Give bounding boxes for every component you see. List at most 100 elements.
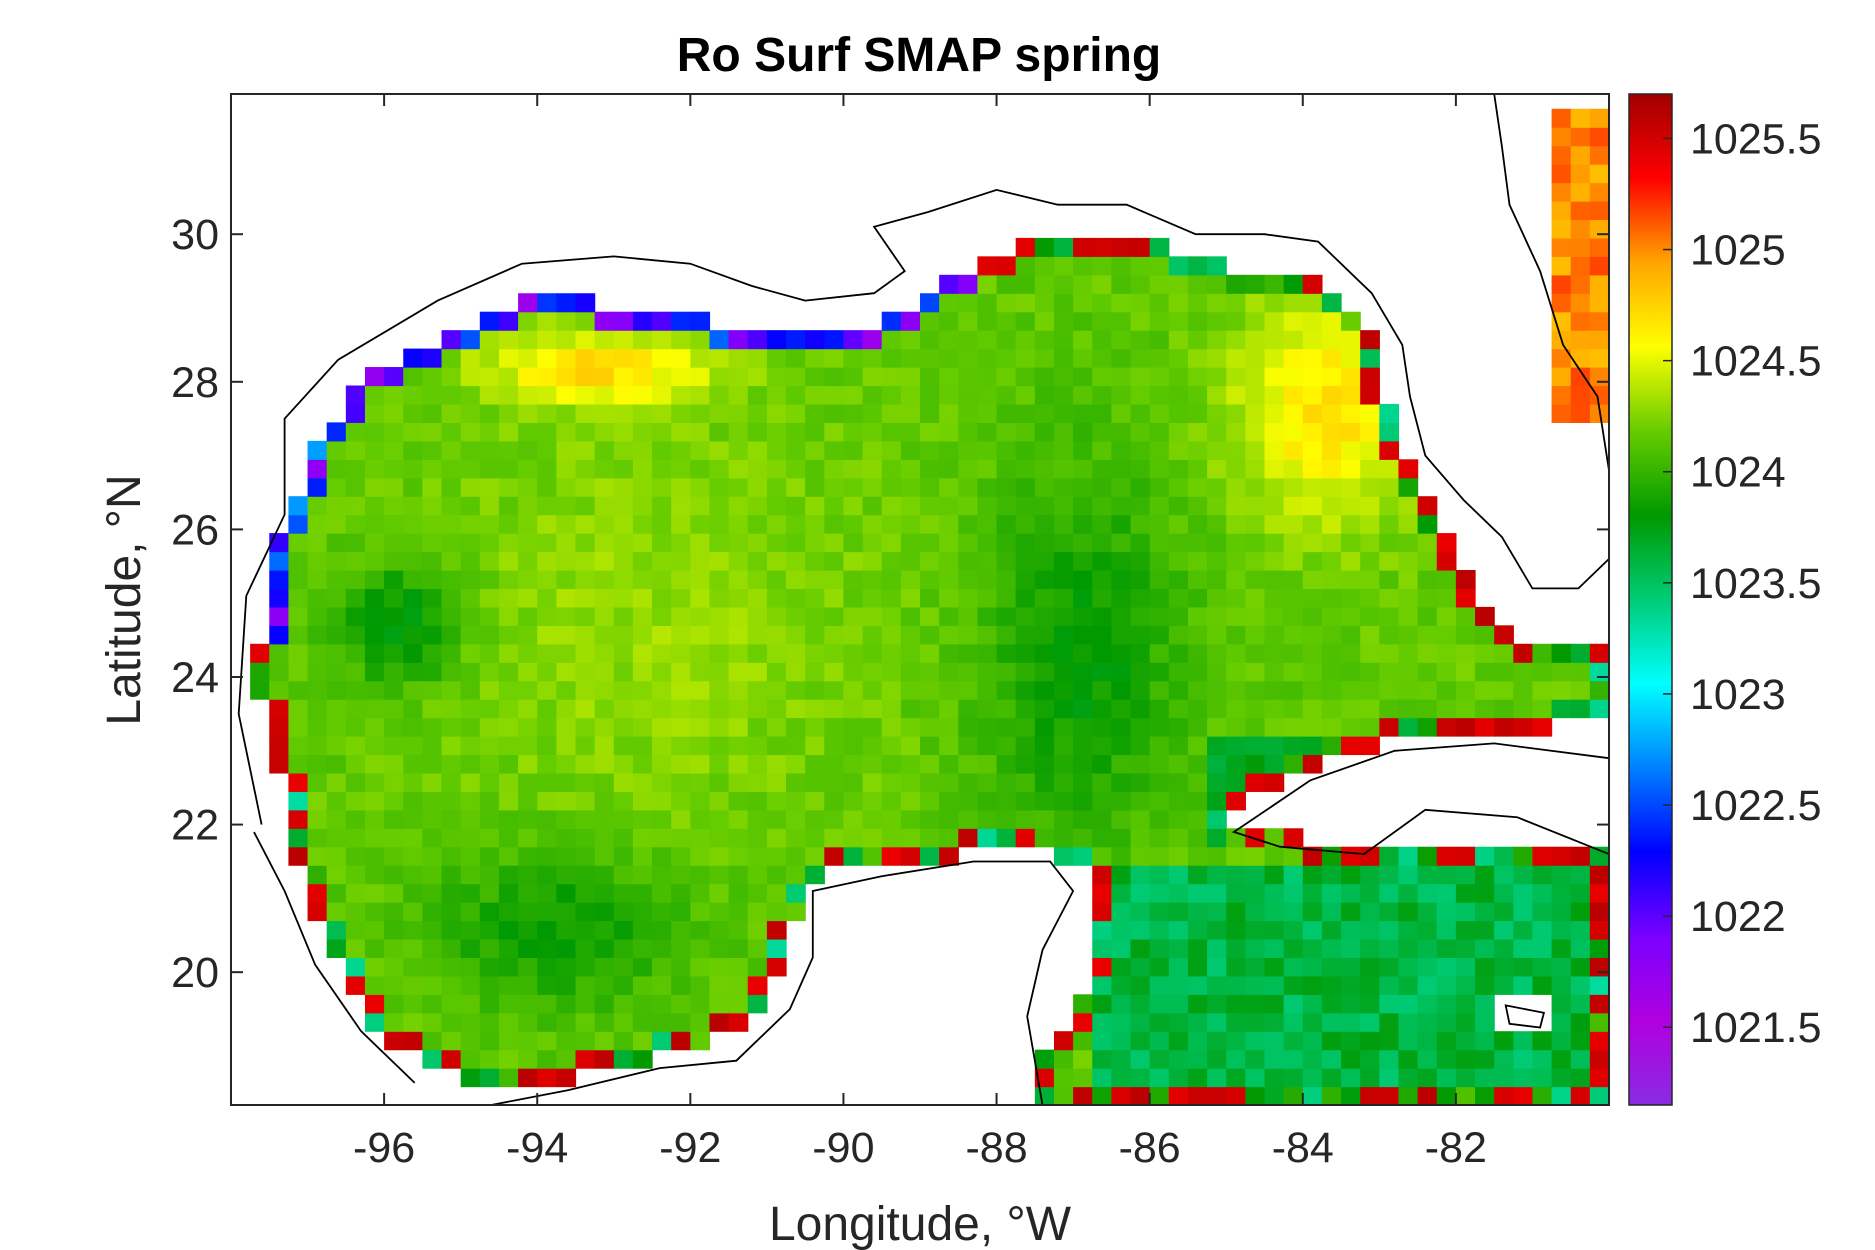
field-cell <box>747 606 768 626</box>
field-cell <box>326 496 347 516</box>
field-cell <box>1053 1068 1074 1088</box>
field-cell <box>843 496 864 516</box>
field-cell <box>862 459 883 479</box>
field-cell <box>384 809 404 829</box>
field-cell <box>613 422 634 442</box>
field-cell <box>1551 662 1572 682</box>
field-cell <box>747 994 768 1014</box>
field-cell <box>1187 809 1208 829</box>
field-cell <box>1073 274 1093 294</box>
field-cell <box>1513 717 1534 737</box>
field-cell <box>479 902 500 922</box>
field-cell <box>364 772 385 792</box>
field-cell <box>345 643 366 663</box>
field-cell <box>977 754 998 774</box>
field-cell <box>977 717 998 737</box>
field-cell <box>1379 902 1400 922</box>
field-cell <box>996 699 1017 719</box>
field-cell <box>1092 348 1112 368</box>
field-cell <box>1168 569 1189 590</box>
field-cell <box>1321 1049 1342 1069</box>
field-cell <box>766 496 787 516</box>
field-cell <box>1302 846 1323 866</box>
field-cell <box>1379 551 1400 571</box>
field-cell <box>1168 274 1189 294</box>
field-cell <box>479 772 500 792</box>
field-cell <box>518 440 538 460</box>
field-cell <box>1283 440 1304 460</box>
field-cell <box>1053 625 1074 645</box>
field-cell <box>977 440 998 460</box>
field-cell <box>1302 403 1323 423</box>
field-cell <box>766 348 787 368</box>
field-cell <box>709 606 730 626</box>
field-cell <box>824 588 845 608</box>
field-cell <box>920 551 940 571</box>
field-cell <box>1302 1012 1323 1032</box>
field-cell <box>1379 477 1400 497</box>
field-cell <box>1207 736 1227 756</box>
field-cell <box>1283 606 1304 626</box>
field-cell <box>632 606 653 626</box>
field-cell <box>498 588 519 608</box>
field-cell <box>1111 883 1132 903</box>
field-cell <box>766 772 787 792</box>
field-cell <box>1073 736 1093 756</box>
field-cell <box>1417 1068 1438 1088</box>
field-cell <box>613 736 634 756</box>
field-cell <box>1187 588 1208 608</box>
field-cell <box>460 791 481 811</box>
field-cell <box>1589 256 1609 276</box>
field-cell <box>288 514 309 534</box>
field-cell <box>1302 274 1323 294</box>
field-cell <box>1034 791 1055 811</box>
field-cell <box>843 588 864 608</box>
field-cell <box>441 477 462 497</box>
field-cell <box>709 569 730 590</box>
field-cell <box>920 606 940 626</box>
field-cell <box>977 533 998 553</box>
field-cell <box>1475 625 1495 645</box>
field-cell <box>326 643 347 663</box>
field-cell <box>1034 662 1055 682</box>
field-cell <box>786 717 806 737</box>
field-cell <box>1034 274 1055 294</box>
field-cell <box>671 348 691 368</box>
field-cell <box>1417 975 1438 995</box>
colorbar-frame <box>1628 93 1673 1106</box>
field-cell <box>1513 1068 1534 1088</box>
field-cell <box>556 643 577 663</box>
field-cell <box>671 1031 691 1051</box>
field-cell <box>537 975 557 995</box>
field-cell <box>1111 1086 1132 1105</box>
field-cell <box>441 569 462 590</box>
field-cell <box>1034 606 1055 626</box>
field-cell <box>805 569 825 590</box>
field-cell <box>1226 1086 1246 1105</box>
field-cell <box>307 569 328 590</box>
field-cell <box>805 533 825 553</box>
field-cell <box>575 551 596 571</box>
field-cell <box>384 772 404 792</box>
field-cell <box>805 477 825 497</box>
field-cell <box>652 754 672 774</box>
field-cell <box>364 902 385 922</box>
field-cell <box>1379 975 1400 995</box>
field-cell <box>1092 551 1112 571</box>
field-cell <box>498 477 519 497</box>
field-cell <box>441 440 462 460</box>
field-cell <box>805 514 825 534</box>
field-cell <box>537 772 557 792</box>
field-cell <box>690 1031 711 1051</box>
field-cell <box>460 1012 481 1032</box>
field-cell <box>632 477 653 497</box>
field-cell <box>1360 625 1380 645</box>
field-cell <box>1111 754 1132 774</box>
field-cell <box>881 717 902 737</box>
field-cell <box>1321 625 1342 645</box>
field-cell <box>326 883 347 903</box>
field-cell <box>632 938 653 959</box>
field-cell <box>1226 1012 1246 1032</box>
field-cell <box>518 662 538 682</box>
field-cell <box>1111 459 1132 479</box>
